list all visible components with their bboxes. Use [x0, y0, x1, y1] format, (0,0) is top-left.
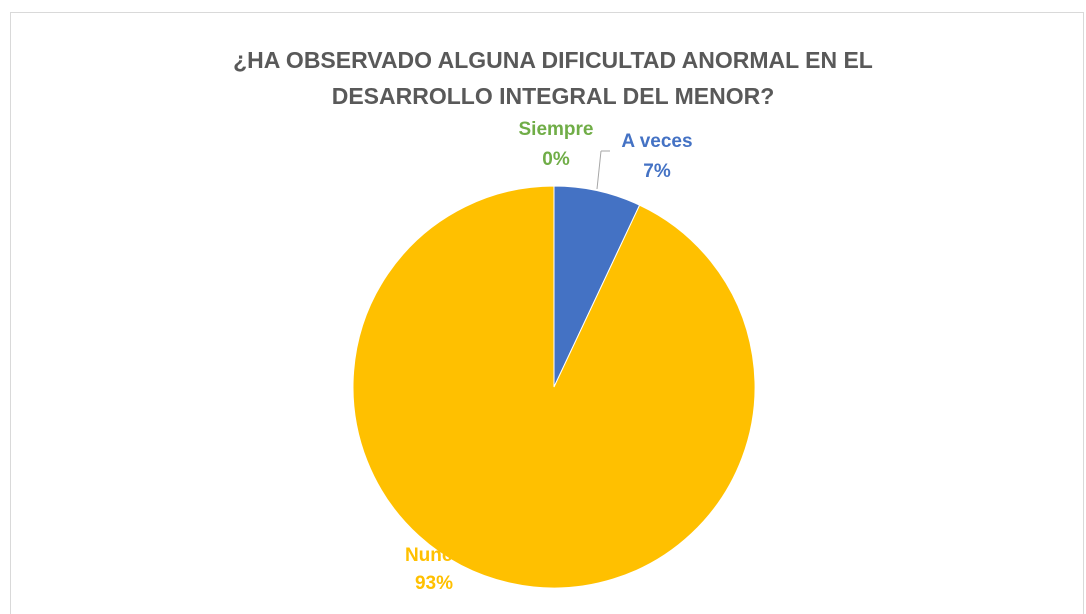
slice-value-label: 0% [542, 149, 570, 170]
slice-value-label: 7% [643, 161, 671, 182]
pie-slice [352, 185, 756, 589]
slice-category-label: A veces [621, 131, 692, 152]
chart-frame [10, 12, 1084, 614]
leader-line [596, 150, 602, 190]
slice-value-label: 93% [415, 573, 453, 594]
chart-title: ¿HA OBSERVADO ALGUNA DIFICULTAD ANORMAL … [233, 47, 873, 109]
slice-category-label: Nunca [405, 545, 464, 566]
slice-category-label: Siempre [519, 119, 594, 140]
